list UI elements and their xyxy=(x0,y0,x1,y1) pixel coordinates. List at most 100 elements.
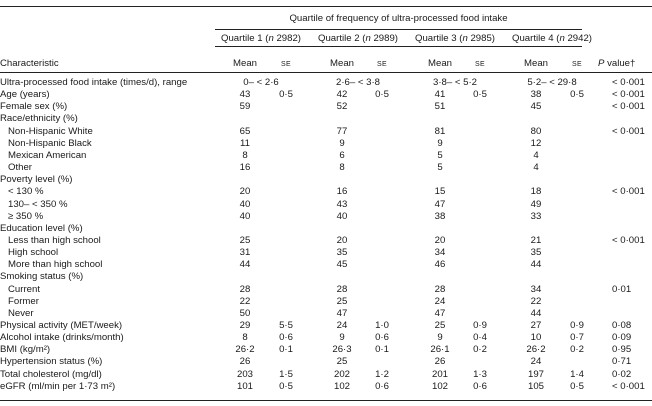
mean-cell: 38 xyxy=(434,210,446,222)
mean-cell: 24 xyxy=(434,295,446,307)
row-label: 130– < 350 % xyxy=(8,198,68,210)
row-label: Age (years) xyxy=(0,89,50,101)
mean-cell: 77 xyxy=(336,125,348,137)
mean-cell: 44 xyxy=(530,259,542,271)
mean-cell: 40 xyxy=(336,210,348,222)
se-cell: 0·5 xyxy=(570,89,584,101)
mean-cell: 26·3 xyxy=(332,344,352,356)
row-label: Physical activity (MET/week) xyxy=(0,320,123,331)
mean-cell: 25 xyxy=(336,295,348,307)
se-cell: 0·5 xyxy=(279,380,293,392)
row-label: Poverty level (%) xyxy=(0,174,73,186)
mean-cell: 8 xyxy=(242,149,248,161)
row-label: Former xyxy=(8,295,39,307)
bottom-rule xyxy=(0,400,652,401)
quartile-subrule xyxy=(215,46,582,47)
se-cell: 0·6 xyxy=(375,332,389,344)
mean-cell: 9 xyxy=(437,332,443,344)
mean-cell: 0– < 2·6 xyxy=(243,77,279,88)
quartile-2-header: Quartile 2 (n 2989) xyxy=(317,33,398,44)
se-cell: 0·1 xyxy=(375,344,389,356)
mean-cell: 22 xyxy=(239,295,251,307)
mean-cell: 9 xyxy=(339,332,345,344)
mean-cell: 20 xyxy=(336,234,348,246)
quartile-group-title: Quartile of frequency of ultra-processed… xyxy=(289,13,508,24)
se-cell: 0·2 xyxy=(473,344,487,356)
se-cell: 0·9 xyxy=(570,320,584,331)
mean-cell: 4 xyxy=(533,149,539,161)
mean-cell: 42 xyxy=(336,89,348,101)
mean-cell: 18 xyxy=(530,186,542,198)
mean-cell: 40 xyxy=(239,198,251,210)
se-cell: 5·5 xyxy=(279,320,293,331)
p-value-cell: 0·95 xyxy=(612,344,632,356)
row-label: More than high school xyxy=(8,259,103,271)
mean-cell: 102 xyxy=(431,380,448,392)
mean-cell: 16 xyxy=(336,186,348,198)
mean-cell: 105 xyxy=(527,380,544,392)
row-label: Ultra-processed food intake (times/d), r… xyxy=(0,77,188,88)
mean-cell: 27 xyxy=(530,320,542,331)
row-label: Non-Hispanic Black xyxy=(8,137,92,149)
p-value-cell: 0·02 xyxy=(612,368,632,380)
se-cell: 0·9 xyxy=(473,320,487,331)
mean-cell: 11 xyxy=(240,137,250,149)
mean-cell: 9 xyxy=(339,137,345,149)
se-cell: 0·6 xyxy=(375,380,389,392)
row-label: Hypertension status (%) xyxy=(0,356,103,368)
mean-cell: 35 xyxy=(530,247,542,259)
mean-cell: 52 xyxy=(336,101,348,113)
mean-cell: 21 xyxy=(530,234,542,246)
mean-cell: 28 xyxy=(239,283,251,295)
p-value-cell: 0·71 xyxy=(612,356,632,368)
mean-cell: 197 xyxy=(527,368,544,380)
mean-cell: 8 xyxy=(242,332,248,344)
mean-cell: 20 xyxy=(239,186,251,198)
mean-cell: 20 xyxy=(434,234,446,246)
row-label: Current xyxy=(8,283,40,295)
se-cell: 1·3 xyxy=(473,368,487,380)
se-cell: 0·1 xyxy=(279,344,293,356)
mean-cell: 10 xyxy=(530,332,542,344)
se-cell: 1·2 xyxy=(375,368,389,380)
quartile-3-header: Quartile 3 (n 2985) xyxy=(414,33,495,44)
mean-cell: 25 xyxy=(434,320,446,331)
mean-cell: 4 xyxy=(533,162,539,174)
mean-cell: 26 xyxy=(239,356,251,368)
se-header: SE xyxy=(572,61,582,68)
mean-header: Mean xyxy=(428,58,452,69)
mean-cell: 6 xyxy=(339,149,345,161)
mean-cell: 38 xyxy=(530,89,542,101)
row-label: eGFR (ml/min per 1·73 m²) xyxy=(0,380,116,392)
row-label: Alcohol intake (drinks/month) xyxy=(0,332,124,344)
mean-cell: 33 xyxy=(530,210,542,222)
mean-cell: 80 xyxy=(530,125,542,137)
se-cell: 1·0 xyxy=(375,320,389,331)
header-rule xyxy=(0,72,652,73)
mean-cell: 35 xyxy=(336,247,348,259)
mean-cell: 44 xyxy=(530,307,542,319)
mean-cell: 49 xyxy=(530,198,542,210)
mean-cell: 5·2– < 29·8 xyxy=(527,77,577,88)
se-cell: 0·6 xyxy=(473,380,487,392)
mean-cell: 25 xyxy=(336,356,348,368)
mean-cell: 8 xyxy=(339,162,345,174)
mean-cell: 26 xyxy=(434,356,446,368)
mean-cell: 47 xyxy=(434,307,446,319)
row-label: Mexican American xyxy=(8,149,87,161)
row-label: Smoking status (%) xyxy=(0,271,84,283)
p-value-cell: < 0·001 xyxy=(612,186,645,198)
row-label: Non-Hispanic White xyxy=(8,125,93,137)
mean-cell: 34 xyxy=(530,283,542,295)
quartile-1-header: Quartile 1 (n 2982) xyxy=(220,33,301,44)
mean-cell: 26·2 xyxy=(235,344,255,356)
row-label: ≥ 350 % xyxy=(8,210,44,222)
mean-cell: 16 xyxy=(239,162,251,174)
p-value-cell: 0·09 xyxy=(612,332,632,344)
mean-cell: 50 xyxy=(239,307,251,319)
row-label: Education level (%) xyxy=(0,222,83,234)
p-value-cell: < 0·001 xyxy=(612,380,645,392)
mean-cell: 5 xyxy=(437,162,443,174)
mean-cell: 102 xyxy=(333,380,350,392)
mean-cell: 45 xyxy=(336,259,348,271)
